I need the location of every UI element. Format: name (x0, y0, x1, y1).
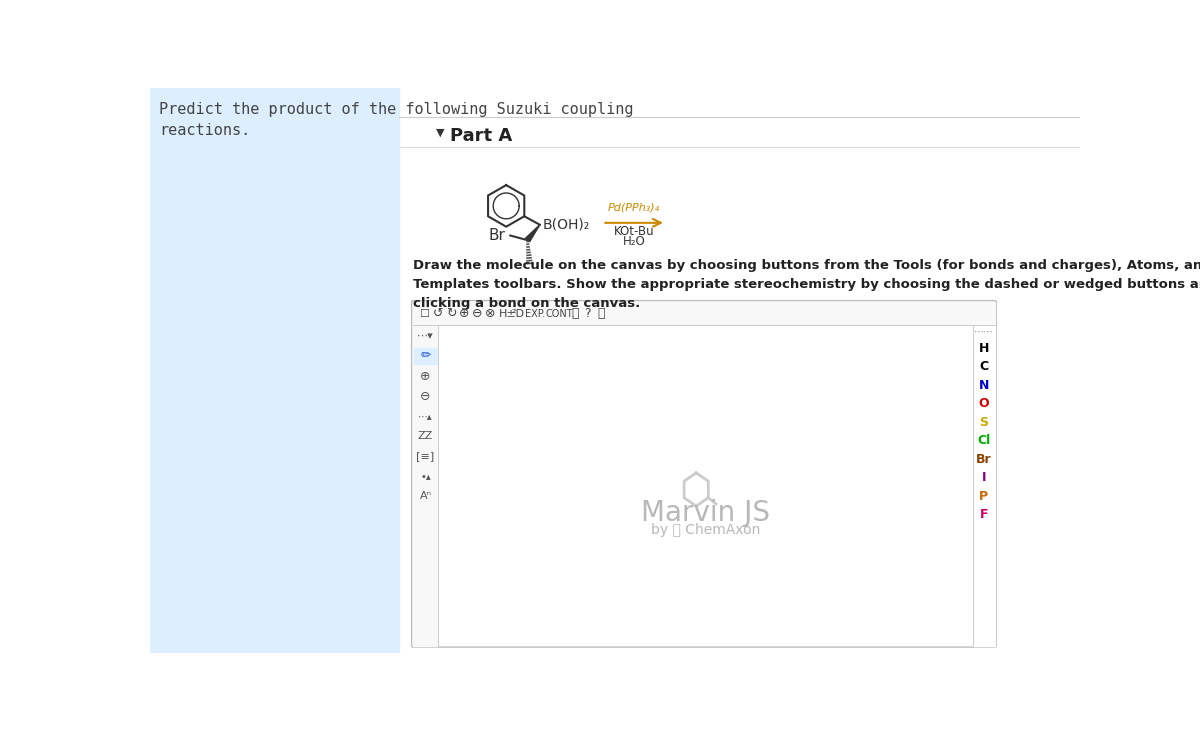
Text: Part A: Part A (450, 126, 512, 145)
Text: H: H (979, 342, 989, 355)
Text: ZZ: ZZ (418, 431, 433, 441)
Text: B(OH)₂: B(OH)₂ (542, 218, 590, 232)
Text: ⋯▴: ⋯▴ (419, 411, 433, 421)
Text: O: O (978, 397, 989, 410)
Text: ⋯▾: ⋯▾ (418, 331, 434, 341)
Bar (150, 88, 400, 653)
Bar (413, 302, 995, 325)
Text: F: F (979, 508, 988, 521)
FancyBboxPatch shape (412, 301, 996, 647)
Text: •▴: •▴ (420, 471, 431, 482)
Text: ?: ? (584, 308, 592, 320)
Text: N: N (979, 379, 989, 392)
Text: ↻: ↻ (445, 308, 456, 320)
Text: Draw the molecule on the canvas by choosing buttons from the Tools (for bonds an: Draw the molecule on the canvas by choos… (413, 259, 1200, 310)
Text: ²D: ²D (511, 309, 524, 319)
Text: EXP.: EXP. (524, 309, 545, 319)
Text: ⤢: ⤢ (598, 308, 605, 320)
Text: S: S (979, 415, 989, 429)
Text: ⊕: ⊕ (458, 308, 469, 320)
Text: CONT.: CONT. (546, 309, 575, 319)
Bar (413, 325, 438, 646)
Text: Marvin JS: Marvin JS (641, 498, 770, 526)
Text: Br: Br (976, 453, 991, 465)
Bar (414, 349, 437, 364)
Text: ⊖: ⊖ (420, 390, 431, 402)
Text: ☐: ☐ (419, 309, 430, 319)
Text: Cl: Cl (977, 435, 990, 447)
Text: ⋯⋯: ⋯⋯ (974, 327, 994, 336)
Bar (973, 325, 995, 646)
Text: KOt-Bu: KOt-Bu (613, 225, 654, 238)
Text: C: C (979, 360, 989, 374)
Text: P: P (979, 490, 989, 503)
Text: Aⁿ: Aⁿ (420, 491, 432, 501)
Text: I: I (982, 471, 986, 484)
Text: H₂O: H₂O (623, 235, 646, 248)
Text: ▼: ▼ (437, 128, 445, 138)
Text: [≡]: [≡] (416, 451, 434, 461)
Text: ⓘ: ⓘ (571, 308, 578, 320)
Polygon shape (526, 225, 540, 241)
Text: Pd(PPh₃)₄: Pd(PPh₃)₄ (608, 203, 660, 213)
Text: by ⓘ ChemAxon: by ⓘ ChemAxon (650, 523, 761, 537)
Text: Br: Br (488, 228, 505, 243)
Text: ⊕: ⊕ (420, 369, 431, 382)
Text: Predict the product of the following Suzuki coupling
reactions.: Predict the product of the following Suz… (160, 102, 634, 138)
Text: ✏: ✏ (420, 349, 431, 363)
Text: ↺: ↺ (432, 308, 443, 320)
Text: H±: H± (498, 309, 516, 319)
Text: ⊗: ⊗ (485, 308, 496, 320)
Text: ⊖: ⊖ (472, 308, 482, 320)
